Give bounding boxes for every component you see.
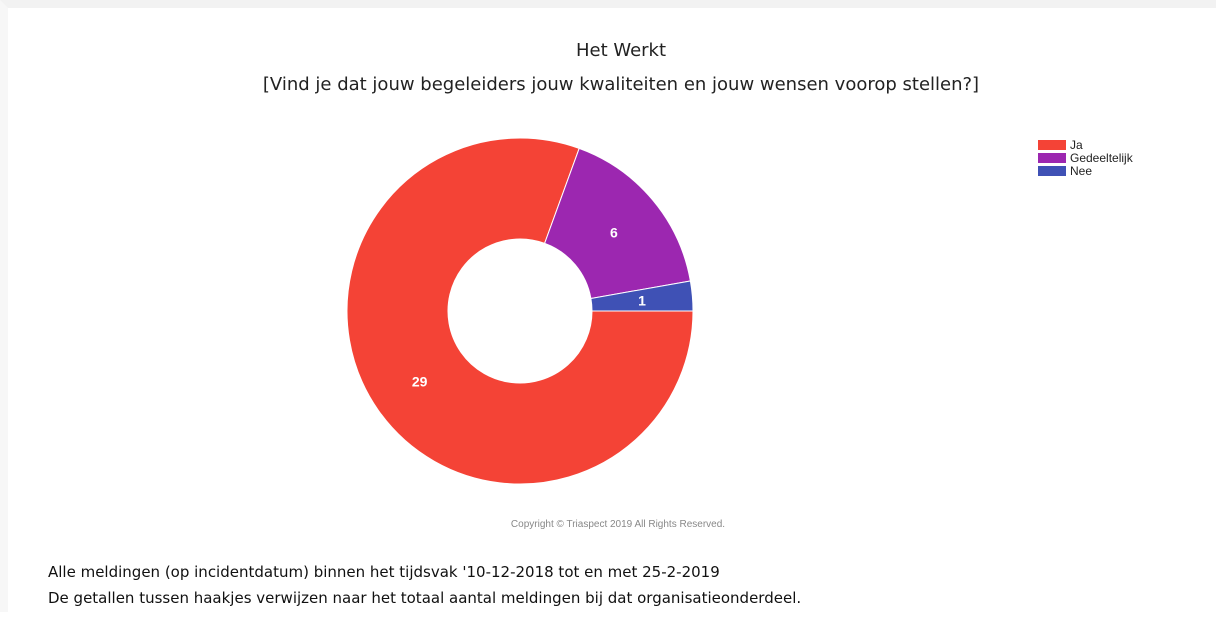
note: Alle meldingen (op incidentdatum) binnen… [48,563,720,581]
legend-label: Gedeeltelijk [1070,151,1134,165]
legend-label: Nee [1070,164,1092,178]
legend-swatch [1038,153,1066,163]
chart-title: Het Werkt [576,40,666,61]
slice [346,137,694,485]
chart: Het Werkt [Vind je dat jouw begeleiders … [263,40,1134,530]
legend-swatch [1038,140,1066,150]
slice [543,147,691,300]
data-label: 1 [638,292,646,308]
data-label: 6 [610,224,618,240]
chart-subtitle: [Vind je dat jouw begeleiders jouw kwali… [263,74,979,95]
legend-label: Ja [1070,138,1083,152]
slice [590,280,694,312]
data-label: 29 [412,373,428,389]
note: De getallen tussen haakjes verwijzen naa… [48,589,802,607]
copyright: Copyright © Triaspect 2019 All Rights Re… [511,519,725,530]
legend-swatch [1038,166,1066,176]
